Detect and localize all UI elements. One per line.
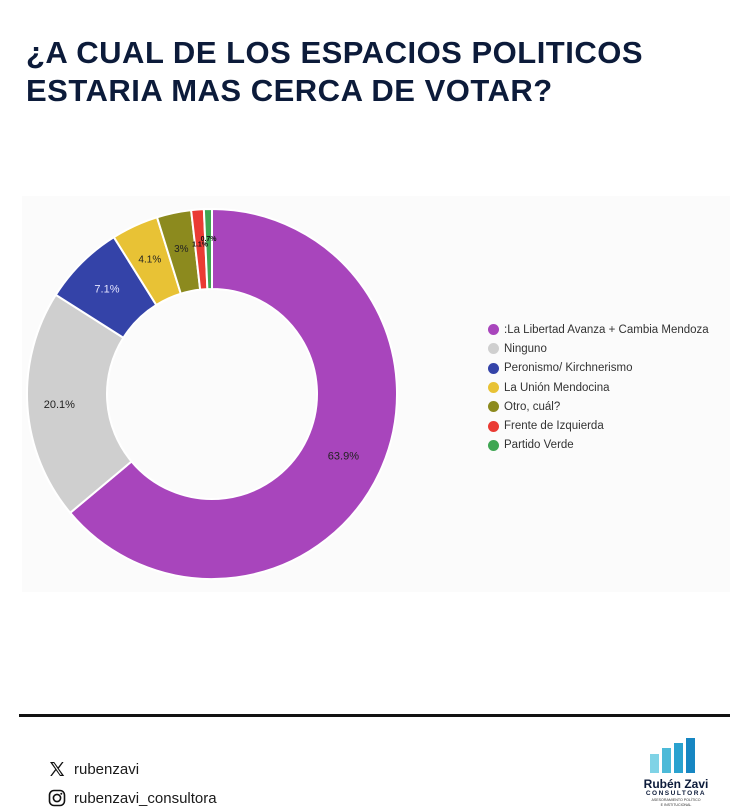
title-line-1: ¿A CUAL DE LOS ESPACIOS POLITICOS [26, 35, 644, 70]
legend-item: Frente de Izquierda [488, 416, 709, 435]
legend-item: La Unión Mendocina [488, 378, 709, 397]
legend-item: Peronismo/ Kirchnerismo [488, 359, 709, 378]
legend-label: La Unión Mendocina [504, 381, 610, 394]
legend-label: Frente de Izquierda [504, 420, 604, 433]
donut-chart: 63.9% 20.1% 7.1% 4.1% 3% 1.1% 0.7% :La Liberta… [22, 196, 730, 592]
legend-item: :La Libertad Avanza + Cambia Mendoza [488, 320, 709, 339]
slice-0 [68, 207, 398, 580]
legend-swatch [488, 343, 499, 355]
instagram-handle: rubenzavi_consultora [74, 789, 217, 807]
legend-label: Ninguno [504, 342, 547, 355]
legend-swatch [488, 439, 499, 451]
logo-name: Rubén Zavi [643, 777, 709, 791]
legend-swatch [488, 324, 499, 336]
legend-swatch [488, 401, 499, 413]
logo-tagline: ASESORAMIENTO POLÍTICO E INSTITUCIONAL [626, 798, 726, 807]
x-account[interactable]: rubenzavi [48, 760, 139, 778]
slice-label-3: 4.1% [138, 255, 161, 266]
page-title: ¿A CUAL DE LOS ESPACIOS POLITICOS ESTARI… [26, 34, 726, 110]
slice-label-2: 7.1% [94, 283, 119, 295]
brand-logo: Rubén Zavi CONSULTORA ASESORAMIENTO POLÍ… [626, 734, 726, 808]
legend-swatch [488, 420, 499, 432]
legend-label: Peronismo/ Kirchnerismo [504, 362, 633, 375]
legend-label: Partido Verde [504, 439, 574, 452]
legend-item: Ninguno [488, 339, 709, 358]
logo-subtitle: CONSULTORA [645, 790, 707, 797]
chart-legend: :La Libertad Avanza + Cambia Mendoza Ning… [488, 320, 709, 455]
slice-label-5: 1.1% [192, 241, 209, 248]
legend-item: Partido Verde [488, 436, 709, 455]
x-logo-icon [50, 762, 65, 776]
donut-chart-svg: 63.9% 20.1% 7.1% 4.1% 3% 1.1%0.7% [26, 207, 398, 580]
footer-divider [19, 714, 730, 717]
slice-label-4: 3% [174, 244, 189, 255]
slice-1 [26, 293, 133, 515]
logo-tagline-2: E INSTITUCIONAL [660, 802, 692, 807]
legend-swatch [488, 382, 499, 394]
slice-label-1: 20.1% [44, 399, 75, 411]
bar-chart-logo-icon [650, 738, 695, 773]
x-handle: rubenzavi [74, 760, 140, 778]
legend-label: Otro, cuál? [504, 400, 561, 413]
instagram-icon [48, 789, 66, 807]
instagram-account[interactable]: rubenzavi_consultora [48, 789, 217, 807]
legend-label: :La Libertad Avanza + Cambia Mendoza [504, 323, 709, 336]
slice-label-0: 63.9% [328, 450, 359, 462]
slice-label-6: 0.7% [201, 236, 218, 243]
title-line-2: ESTARIA MAS CERCA DE VOTAR? [26, 73, 553, 108]
slice-6 [202, 207, 213, 291]
legend-item: Otro, cuál? [488, 397, 709, 416]
legend-swatch [488, 362, 499, 374]
logo-tagline-1: ASESORAMIENTO POLÍTICO [651, 798, 701, 802]
